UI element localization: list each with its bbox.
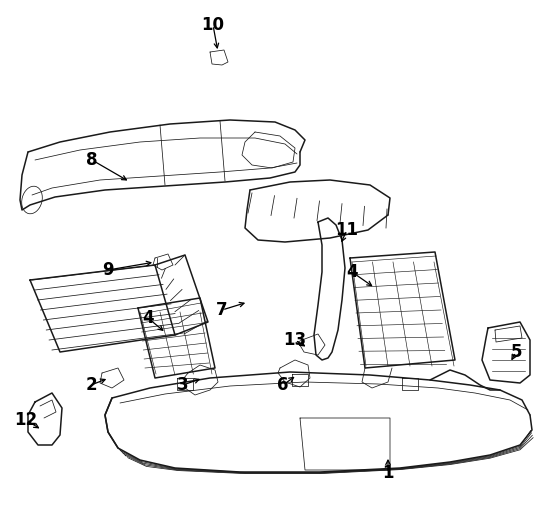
Text: 12: 12 [15, 411, 37, 429]
Text: 13: 13 [283, 331, 306, 349]
Text: 10: 10 [201, 16, 224, 34]
Text: 4: 4 [142, 309, 154, 327]
Text: 3: 3 [177, 376, 189, 394]
Text: 1: 1 [382, 464, 394, 482]
Text: 8: 8 [86, 151, 98, 169]
Text: 4: 4 [346, 263, 358, 281]
Text: 11: 11 [335, 221, 358, 239]
Text: 7: 7 [216, 301, 228, 319]
Text: 5: 5 [510, 343, 522, 361]
Text: 6: 6 [277, 376, 288, 394]
Text: 2: 2 [85, 376, 97, 394]
Text: 9: 9 [102, 261, 114, 279]
